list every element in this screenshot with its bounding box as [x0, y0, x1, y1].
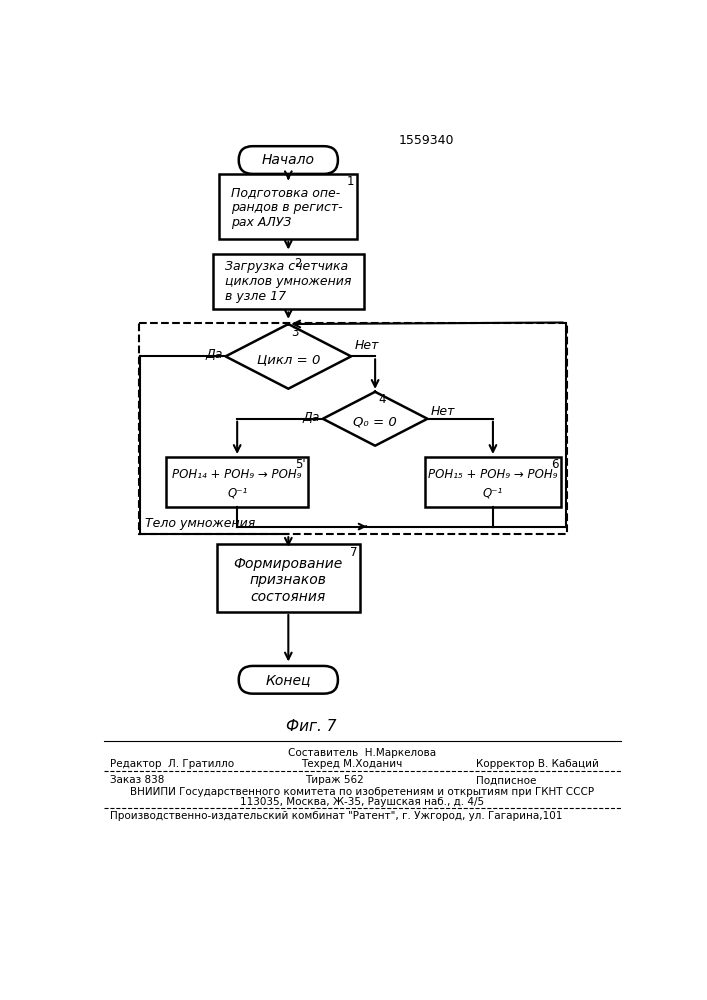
Text: Q₀ = 0: Q₀ = 0 [354, 415, 397, 428]
Text: 1: 1 [346, 175, 354, 188]
Bar [219, 174, 357, 239]
Text: 1559340: 1559340 [398, 134, 454, 147]
Text: Техред М.Ходанич: Техред М.Ходанич [301, 759, 403, 769]
Text: ВНИИПИ Государственного комитета по изобретениям и открытиям при ГКНТ СССР: ВНИИПИ Государственного комитета по изоб… [130, 787, 594, 797]
Bar [139, 323, 566, 534]
Text: Нет: Нет [354, 339, 378, 352]
Text: Конец: Конец [266, 673, 311, 687]
Text: Загрузка счетчика
циклов умножения
в узле 17: Загрузка счетчика циклов умножения в узл… [225, 260, 351, 303]
Text: Начало: Начало [262, 153, 315, 167]
Text: Подписное: Подписное [476, 775, 536, 785]
Text: Фиг. 7: Фиг. 7 [286, 719, 337, 734]
Text: РОН₁₅ + РОН₉ → РОН₉: РОН₁₅ + РОН₉ → РОН₉ [428, 468, 558, 481]
Text: Заказ 838: Заказ 838 [110, 775, 165, 785]
Text: Тираж 562: Тираж 562 [305, 775, 364, 785]
Text: Редактор  Л. Гратилло: Редактор Л. Гратилло [110, 759, 234, 769]
Bar [166, 457, 308, 507]
FancyBboxPatch shape [239, 146, 338, 174]
Text: Цикл = 0: Цикл = 0 [257, 353, 320, 366]
Text: 113035, Москва, Ж-35, Раушская наб., д. 4/5: 113035, Москва, Ж-35, Раушская наб., д. … [240, 797, 484, 807]
Bar [425, 457, 561, 507]
Text: 5': 5' [295, 458, 305, 471]
Text: Нет: Нет [431, 405, 455, 418]
Text: Q⁻¹: Q⁻¹ [227, 486, 247, 499]
Text: 2: 2 [295, 257, 302, 270]
Text: Производственно-издательский комбинат "Pатент", г. Ужгород, ул. Гагарина,101: Производственно-издательский комбинат "P… [110, 811, 563, 821]
Bar [213, 254, 364, 309]
Text: Подготовка опе-
рандов в регист-
рах АЛУЗ: Подготовка опе- рандов в регист- рах АЛУ… [231, 186, 343, 229]
Text: Q⁻¹: Q⁻¹ [483, 486, 503, 499]
Text: 7: 7 [350, 546, 358, 559]
Text: 3: 3 [291, 326, 299, 339]
Text: Составитель  Н.Маркелова: Составитель Н.Маркелова [288, 748, 436, 758]
Text: РОН₁₄ + РОН₉ → РОН₉: РОН₁₄ + РОН₉ → РОН₉ [173, 468, 302, 481]
Text: 4: 4 [378, 393, 386, 406]
Bar [216, 544, 360, 612]
Text: Тело умножения: Тело умножения [145, 517, 255, 530]
Text: Корректор В. Кабаций: Корректор В. Кабаций [476, 759, 599, 769]
Text: Да: Да [205, 348, 223, 361]
Text: 6: 6 [551, 458, 559, 471]
Text: Да: Да [303, 411, 320, 424]
FancyBboxPatch shape [239, 666, 338, 694]
Text: Формирование
признаков
состояния: Формирование признаков состояния [234, 557, 343, 604]
